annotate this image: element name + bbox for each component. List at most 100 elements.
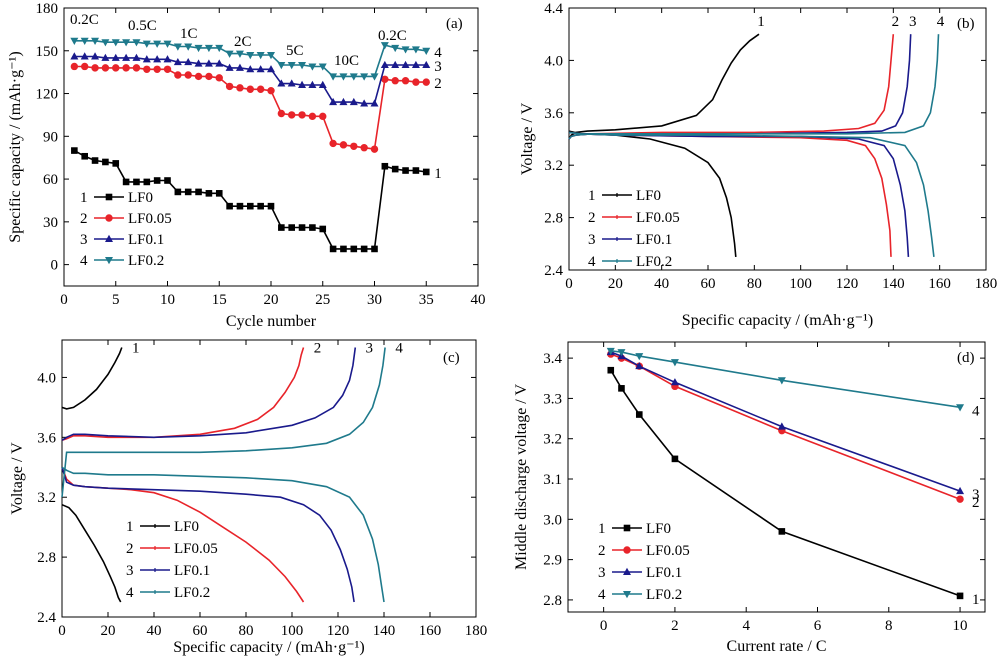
- x-tick-label: 20: [608, 276, 623, 292]
- data-point-2: [205, 72, 213, 81]
- data-point-3: [111, 53, 120, 61]
- x-tick-label: 5: [112, 292, 120, 308]
- y-tick-label: 180: [36, 1, 59, 17]
- data-point-1: [607, 366, 615, 374]
- y-axis-label-d: Middle discharge voltage / V: [513, 384, 530, 570]
- legend-number-3: 3: [126, 563, 134, 579]
- x-tick-label: 10: [160, 292, 175, 308]
- data-point-4: [204, 44, 213, 53]
- rate-annotation: 0.2C: [378, 28, 407, 44]
- data-point-1: [298, 224, 306, 231]
- data-point-1: [956, 592, 964, 600]
- data-point-1: [267, 202, 275, 210]
- data-point-4: [225, 50, 234, 58]
- data-point-2: [101, 64, 110, 72]
- x-tick-label: 80: [239, 623, 254, 639]
- data-point-1: [340, 245, 347, 253]
- y-tick-label: 2.9: [543, 553, 562, 569]
- data-point-2: [236, 84, 244, 92]
- data-point-2: [381, 75, 389, 83]
- curve-label-2: 2: [314, 340, 322, 356]
- data-point-4: [235, 50, 244, 58]
- data-point-2: [215, 74, 223, 82]
- data-point-1: [112, 160, 120, 167]
- data-point-3: [318, 80, 327, 88]
- data-point-1: [422, 168, 430, 176]
- y-tick-label: 3.6: [544, 106, 563, 122]
- series-end-label-2: 2: [972, 495, 980, 511]
- data-point-1: [153, 177, 161, 184]
- discharge-curve-3: [61, 467, 355, 603]
- x-tick-label: 180: [975, 276, 998, 292]
- data-point-3: [635, 361, 644, 370]
- y-tick-label: 150: [36, 44, 59, 60]
- data-point-2: [391, 77, 399, 85]
- legend-label-3: LF0.1: [636, 232, 672, 248]
- data-point-3: [101, 53, 110, 61]
- x-tick-label: 40: [654, 276, 669, 292]
- data-point-1: [618, 385, 625, 392]
- charge-curve-2: [61, 347, 305, 442]
- data-point-3: [287, 79, 296, 87]
- curve-label-1: 1: [757, 14, 765, 30]
- data-point-2: [308, 112, 317, 121]
- discharge-curve-4: [61, 466, 385, 603]
- data-point-4: [401, 46, 410, 54]
- data-point-1: [778, 528, 786, 535]
- y-tick-label: 60: [43, 172, 58, 188]
- data-point-4: [80, 37, 89, 45]
- data-point-2: [298, 111, 306, 119]
- y-tick-label: 2.8: [543, 593, 562, 609]
- data-point-1: [71, 147, 78, 154]
- x-tick-label: 10: [953, 618, 968, 634]
- data-point-4: [256, 52, 265, 60]
- legend-label-1: LF0: [636, 188, 661, 204]
- legend-number-2: 2: [80, 211, 88, 227]
- curve-label-3: 3: [366, 340, 374, 356]
- y-tick-label: 2.8: [37, 550, 56, 566]
- data-point-3: [153, 55, 162, 63]
- data-point-1: [371, 245, 378, 253]
- y-tick-label: 3.2: [543, 432, 562, 448]
- data-point-4: [142, 40, 151, 48]
- data-point-2: [256, 85, 265, 93]
- curve-label-3: 3: [909, 14, 917, 30]
- data-point-4: [411, 46, 420, 54]
- legend-label-4: LF0.2: [636, 254, 672, 270]
- series-line-2: [610, 353, 961, 500]
- data-point-3: [329, 97, 338, 106]
- panel-d: 0 2 4 6 8 10 2.8 2.9 3.0 3.1 3.2 3.3 3.4 (d) Current r…: [513, 341, 986, 655]
- data-point-3: [370, 99, 379, 107]
- data-point-3: [360, 99, 369, 107]
- y-tick-label: 30: [43, 215, 58, 231]
- data-point-2: [422, 78, 430, 86]
- rate-annotation: 2C: [234, 34, 252, 50]
- y-tick-label: 3.0: [543, 512, 562, 528]
- data-point-2: [329, 139, 337, 148]
- data-point-4: [370, 73, 379, 81]
- data-point-2: [370, 145, 379, 153]
- data-point-3: [308, 80, 317, 88]
- data-point-1: [226, 202, 233, 210]
- x-tick-label: 120: [836, 276, 859, 292]
- data-point-1: [102, 158, 109, 166]
- data-point-2: [350, 142, 358, 150]
- y-tick-label: 3.2: [544, 158, 563, 174]
- data-point-3: [91, 52, 100, 60]
- x-tick-label: 25: [315, 292, 330, 308]
- data-point-2: [91, 64, 99, 72]
- legend-marker-4: [105, 257, 113, 265]
- data-point-4: [111, 39, 120, 47]
- data-point-1: [278, 224, 285, 231]
- x-axis-label-d: Current rate / C: [727, 638, 827, 655]
- charge-curve-4: [61, 347, 386, 498]
- legend-label-1: LF0: [646, 521, 671, 537]
- data-point-2: [70, 62, 79, 71]
- data-point-4: [308, 63, 317, 71]
- y-tick-label: 0: [51, 258, 59, 274]
- data-point-2: [225, 82, 234, 91]
- panel-b: 0 20 40 60 80 100 120 140 160 180 2.4 2.8 3.2 3.6 4.0 4…: [519, 1, 997, 329]
- plot-frame: [568, 7, 987, 271]
- data-point-1: [309, 224, 316, 231]
